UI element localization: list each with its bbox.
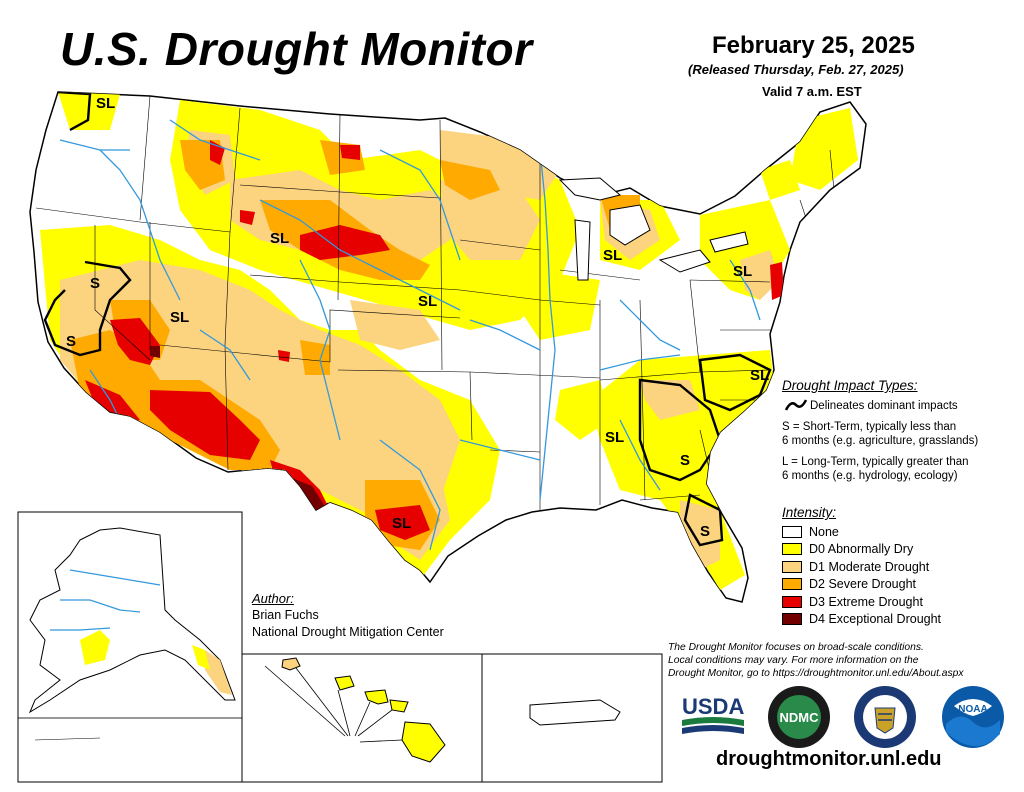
label-sl-nevada: SL (170, 309, 189, 326)
impact-legend: Drought Impact Types: Delineates dominan… (782, 378, 1018, 490)
legend-d3: D3 Extreme Drought (782, 593, 1018, 611)
label-sl-michigan: SL (603, 247, 622, 264)
alaska-inset (17, 511, 243, 783)
swatch-d4 (782, 613, 802, 626)
intensity-legend-title: Intensity: (782, 505, 837, 520)
label-s-georgia: S (680, 452, 690, 469)
legend-label-d1: D1 Moderate Drought (809, 559, 930, 574)
label-sl-alabama: SL (605, 429, 624, 446)
intensity-legend: Intensity: None D0 Abnormally Dry D1 Mod… (782, 505, 1018, 628)
swatch-d3 (782, 595, 802, 608)
impact-delineates: Delineates dominant impacts (810, 400, 958, 412)
legend-label-d4: D4 Exceptional Drought (809, 612, 942, 627)
legend-label-d3: D3 Extreme Drought (809, 594, 923, 609)
author-org: National Drought Mitigation Center (252, 625, 444, 639)
page-title: U.S. Drought Monitor (60, 23, 533, 75)
puerto-rico-shape (529, 699, 621, 726)
usda-logo: USDA (682, 694, 744, 734)
release-date: (Released Thursday, Feb. 27, 2025) (688, 62, 904, 77)
hawaii-island-maui (364, 689, 389, 705)
label-s-florida: S (700, 523, 710, 540)
alaska-shape (28, 527, 236, 714)
puerto-rico-inset (481, 653, 663, 783)
commerce-seal-logo (854, 686, 916, 748)
legend-label-none: None (809, 524, 839, 539)
swatch-d1 (782, 560, 802, 573)
impact-long-term-line2: 6 months (e.g. hydrology, ecology) (782, 470, 958, 482)
swatch-d0 (782, 543, 802, 556)
impact-legend-title: Drought Impact Types: (782, 378, 918, 393)
website-link[interactable]: droughtmonitor.unl.edu (716, 748, 942, 770)
noaa-logo-text: NOAA (958, 704, 987, 715)
author-title: Author: (252, 591, 294, 606)
author-block: Author: Brian Fuchs National Drought Mit… (252, 590, 444, 641)
ndmc-logo: NDMC (768, 686, 830, 748)
label-sl-kansas: SL (418, 293, 437, 310)
impact-lines (43, 92, 772, 547)
label-sl-wyoming: SL (270, 230, 289, 247)
label-sl-washington: SL (96, 95, 115, 112)
label-sl-new-york: SL (733, 263, 752, 280)
impact-short-term: S = Short-Term, typically less than 6 mo… (782, 420, 1018, 448)
label-s-california-north: S (90, 275, 100, 292)
disclaimer: The Drought Monitor focuses on broad-sca… (668, 641, 988, 680)
label-sl-virginia: SL (750, 367, 769, 384)
great-lakes (558, 177, 749, 281)
valid-time: Valid 7 a.m. EST (762, 84, 862, 99)
swatch-d2 (782, 578, 802, 591)
usda-logo-text: USDA (682, 694, 744, 719)
impact-long-term-line1: L = Long-Term, typically greater than (782, 456, 969, 468)
map-date: February 25, 2025 (712, 32, 915, 59)
legend-d4: D4 Exceptional Drought (782, 611, 1018, 629)
impact-short-term-line2: 6 months (e.g. agriculture, grasslands) (782, 435, 979, 447)
hawaii-island-kauai (281, 657, 301, 671)
d3-areas (85, 140, 784, 540)
author-name: Brian Fuchs (252, 608, 319, 622)
impact-line-symbol (784, 399, 808, 411)
rivers (59, 119, 761, 551)
label-sl-texas: SL (392, 515, 411, 532)
legend-d0: D0 Abnormally Dry (782, 541, 1018, 559)
legend-label-d2: D2 Severe Drought (809, 577, 917, 592)
impact-short-term-line1: S = Short-Term, typically less than (782, 421, 957, 433)
noaa-logo: NOAA (942, 686, 1004, 748)
hawaii-island-oahu (334, 675, 355, 691)
disclaimer-line2: Local conditions may vary. For more info… (668, 655, 919, 666)
legend-d1: D1 Moderate Drought (782, 558, 1018, 576)
conus-map (29, 91, 867, 603)
impact-long-term: L = Long-Term, typically greater than 6 … (782, 455, 1018, 483)
hawaii-inset (241, 653, 483, 783)
legend-none: None (782, 523, 1018, 541)
disclaimer-line1: The Drought Monitor focuses on broad-sca… (668, 642, 924, 653)
legend-d2: D2 Severe Drought (782, 576, 1018, 594)
label-s-california-south: S (66, 333, 76, 350)
ndmc-logo-text: NDMC (780, 710, 820, 725)
legend-label-d0: D0 Abnormally Dry (809, 542, 914, 557)
disclaimer-line3[interactable]: Drought Monitor, go to https://droughtmo… (668, 668, 964, 679)
swatch-none (782, 525, 802, 538)
